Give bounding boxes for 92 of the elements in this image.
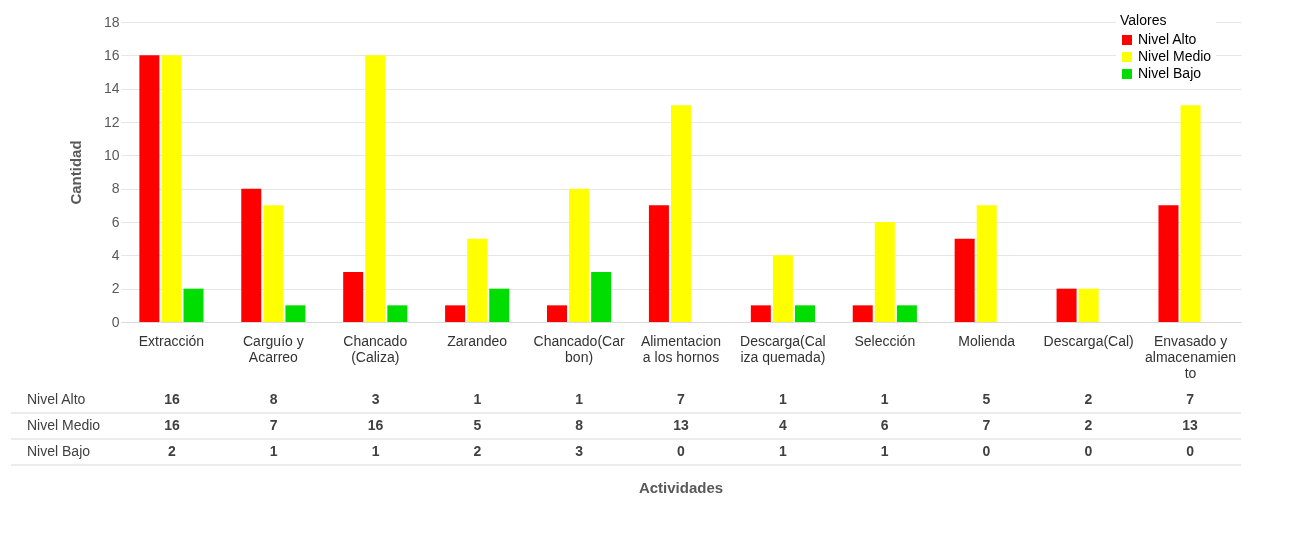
y-tick-label: 18: [103, 13, 120, 30]
data-label: 1: [269, 443, 278, 459]
y-tick-label: 6: [111, 213, 120, 230]
y-tick-label: 16: [103, 46, 120, 63]
data-label: 0: [1084, 443, 1093, 459]
bar: [241, 188, 262, 322]
bar: [569, 188, 590, 322]
data-label: 13: [673, 417, 689, 433]
data-label: 1: [778, 391, 787, 407]
data-label: 2: [168, 443, 177, 459]
data-label: 4: [778, 417, 787, 433]
text: Nivel Medio: [27, 417, 101, 433]
data-label: 5: [982, 391, 991, 407]
bar: [285, 305, 306, 322]
data-label: 13: [1182, 417, 1199, 433]
data-label: 1: [575, 391, 584, 407]
data-label: 1: [371, 443, 380, 459]
data-label: 0: [982, 443, 991, 459]
data-label: 5: [473, 417, 482, 433]
data-label: 7: [982, 417, 991, 433]
bar: [547, 305, 568, 322]
data-label: 7: [1186, 391, 1195, 407]
data-label: 1: [880, 391, 889, 407]
bar: [591, 272, 612, 322]
data-label: 3: [371, 391, 380, 407]
data-label: 8: [575, 417, 584, 433]
data-label: 1: [778, 443, 787, 459]
bar: [343, 272, 364, 322]
y-tick-label: 8: [111, 180, 120, 197]
bar: [852, 305, 873, 322]
data-label: 16: [164, 417, 180, 433]
data-label: 16: [164, 391, 180, 407]
data-label: 0: [677, 443, 686, 459]
bar: [671, 105, 691, 322]
y-tick-label: 10: [103, 146, 120, 163]
legend-title: Valores: [1120, 12, 1167, 28]
data-label: 2: [473, 443, 482, 459]
y-tick-label: 14: [103, 80, 120, 97]
data-label: 2: [1084, 417, 1093, 433]
text: Nivel Alto: [27, 391, 86, 407]
y-tick-label: 2: [111, 280, 120, 297]
legend-label: Nivel Medio: [1138, 48, 1212, 64]
bar: [263, 205, 284, 322]
data-label: 1: [880, 443, 889, 459]
x-tick-label: Descarga(Caliza quemada): [740, 332, 826, 365]
x-tick-label: Chancado(Carbon): [533, 332, 625, 365]
x-tick-label: Molienda: [958, 332, 1016, 349]
bar: [976, 205, 997, 322]
bar: [445, 305, 466, 322]
y-axis-title: Cantidad: [66, 140, 84, 205]
data-label: 7: [677, 391, 686, 407]
y-tick-label: 4: [111, 246, 120, 263]
bar: [387, 305, 408, 322]
bar: [161, 55, 182, 322]
data-label: 2: [1084, 391, 1093, 407]
data-label: 7: [269, 417, 278, 433]
x-tick-label: Alimentacion a los hornos: [640, 332, 722, 365]
x-tick-label: Selección: [854, 332, 916, 349]
bar: [139, 55, 160, 322]
bar: [1180, 105, 1201, 322]
y-tick-label: 12: [103, 113, 120, 130]
bar: [794, 305, 815, 322]
bar: [750, 305, 771, 322]
bar: [489, 288, 510, 322]
y-tick-label: 0: [111, 313, 120, 330]
bar: [896, 305, 917, 322]
x-tick-label: Zarandeo: [447, 332, 508, 349]
x-tick-label: Chancado (Caliza): [343, 332, 408, 365]
legend-label: Nivel Alto: [1138, 31, 1197, 47]
data-label: 3: [575, 443, 584, 459]
legend-label: Nivel Bajo: [1138, 65, 1202, 81]
text: Actividades: [638, 479, 724, 496]
data-label: 16: [367, 417, 384, 433]
x-tick-label: Envasado y almacenamiento: [1145, 332, 1237, 381]
bar: [1158, 205, 1179, 322]
bar: [954, 238, 975, 322]
x-tick-label: Extracción: [138, 332, 205, 349]
data-label: 8: [269, 391, 278, 407]
bar: [648, 205, 669, 322]
text: Nivel Bajo: [27, 443, 91, 459]
bar: [1078, 288, 1099, 322]
bar: [874, 222, 895, 322]
bar: [467, 238, 488, 322]
bar: [183, 288, 204, 322]
data-label: 0: [1186, 443, 1195, 459]
data-label: 1: [473, 391, 482, 407]
x-tick-label: Descarga(Cal): [1043, 332, 1134, 349]
x-tick-label: Carguío y Acarreo: [243, 332, 304, 365]
bar: [365, 55, 386, 322]
data-label: 6: [880, 417, 889, 433]
bar: [1056, 288, 1077, 322]
bar: [772, 255, 793, 322]
